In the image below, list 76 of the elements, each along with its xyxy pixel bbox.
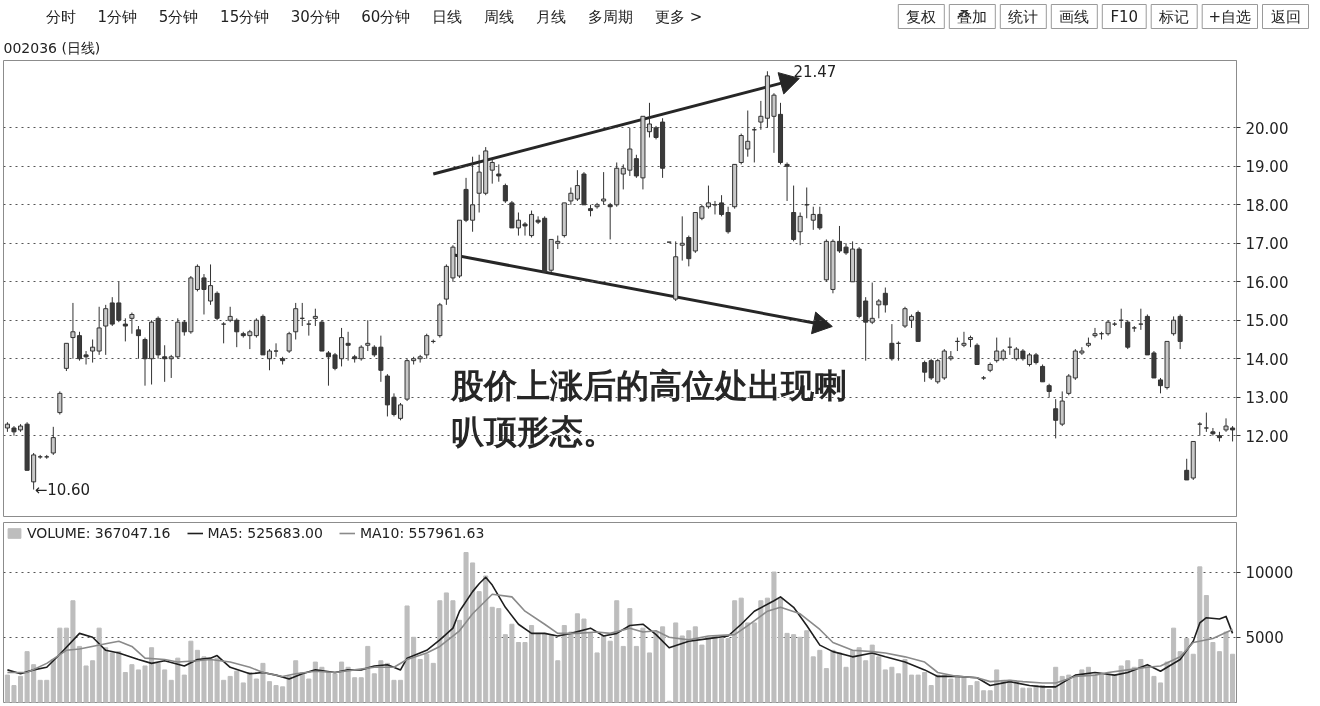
candlestick [994,337,1000,364]
text: 更多 > [654,7,703,26]
candlestick [129,312,135,335]
text: 60分钟 [361,7,411,26]
candlestick [273,342,279,358]
candlestick [293,302,299,340]
y-tick-label: 15.00 [1245,312,1289,331]
candlestick [103,304,109,356]
chart-title: 002036 (日线) [3,39,101,56]
text: 复权 [906,7,937,26]
candlestick [135,325,141,360]
text: 1分钟 [97,7,138,26]
candlestick [1059,390,1065,427]
annotation: ←10.60 [34,480,91,499]
text: 多周期 [587,7,633,26]
legend-label: MA5: 525683.00 [207,525,323,541]
y-tick-label: 16.00 [1245,273,1289,292]
candlestick [876,298,882,319]
candlestick [869,282,875,325]
candlestick [502,183,508,204]
candlestick [489,158,495,185]
y-tick-label: 17.00 [1245,235,1289,254]
candlestick [594,202,600,210]
legend-label: VOLUME: 367047.16 [27,525,171,541]
text: 统计 [1008,7,1039,26]
y-tick-label: 10000 [1245,564,1294,583]
y-tick-label: 18.00 [1245,196,1289,215]
text: 分时 [45,7,76,26]
candlestick [1138,308,1144,331]
text: 15分钟 [220,7,270,26]
candlestick [882,287,888,314]
candlestick [306,319,312,337]
candlestick [286,331,292,354]
y-tick-label: 13.00 [1245,389,1289,408]
candlestick [424,333,430,360]
text: 返回 [1270,7,1301,26]
text: 周线 [483,7,514,26]
candlestick [1053,398,1059,439]
text: 画线 [1059,7,1090,26]
candlestick [1203,412,1209,433]
candlestick [784,161,790,202]
text: 日线 [431,7,462,26]
candlestick [50,426,56,456]
annotation: 股价上涨后的高位处出现喇叭顶形态。 [449,366,847,452]
line-series [6,593,1234,684]
text: F10 [1110,7,1139,26]
text: 标记 [1158,7,1190,26]
text: 叠加 [957,7,988,26]
candlestick [1210,427,1216,437]
candlestick [601,171,607,206]
candlestick [961,331,967,348]
annotation: 21.47 [793,63,837,82]
candlestick [162,344,168,383]
candlestick [922,360,928,383]
candlestick [1092,327,1098,339]
candlestick [1046,383,1052,398]
line-series [6,576,1234,688]
y-tick-label: 19.00 [1245,158,1289,177]
y-tick-label: 12.00 [1245,427,1289,446]
candlestick [974,342,980,365]
text: 5分钟 [158,7,199,26]
candlestick [221,321,227,344]
y-tick-label: 14.00 [1245,350,1289,369]
candlestick [1066,373,1072,396]
candlestick [365,319,371,352]
legend-label: MA10: 557961.63 [359,525,485,541]
y-tick-label: 20.00 [1245,119,1289,138]
candlestick [122,317,128,342]
text: 30分钟 [290,7,340,26]
candlestick [57,390,63,416]
candlestick [1184,458,1190,481]
text: +自选 [1208,7,1252,26]
text: 月线 [535,7,566,26]
candlestick [705,185,711,210]
candlestick [1197,421,1203,437]
y-tick-label: 5000 [1245,629,1284,648]
